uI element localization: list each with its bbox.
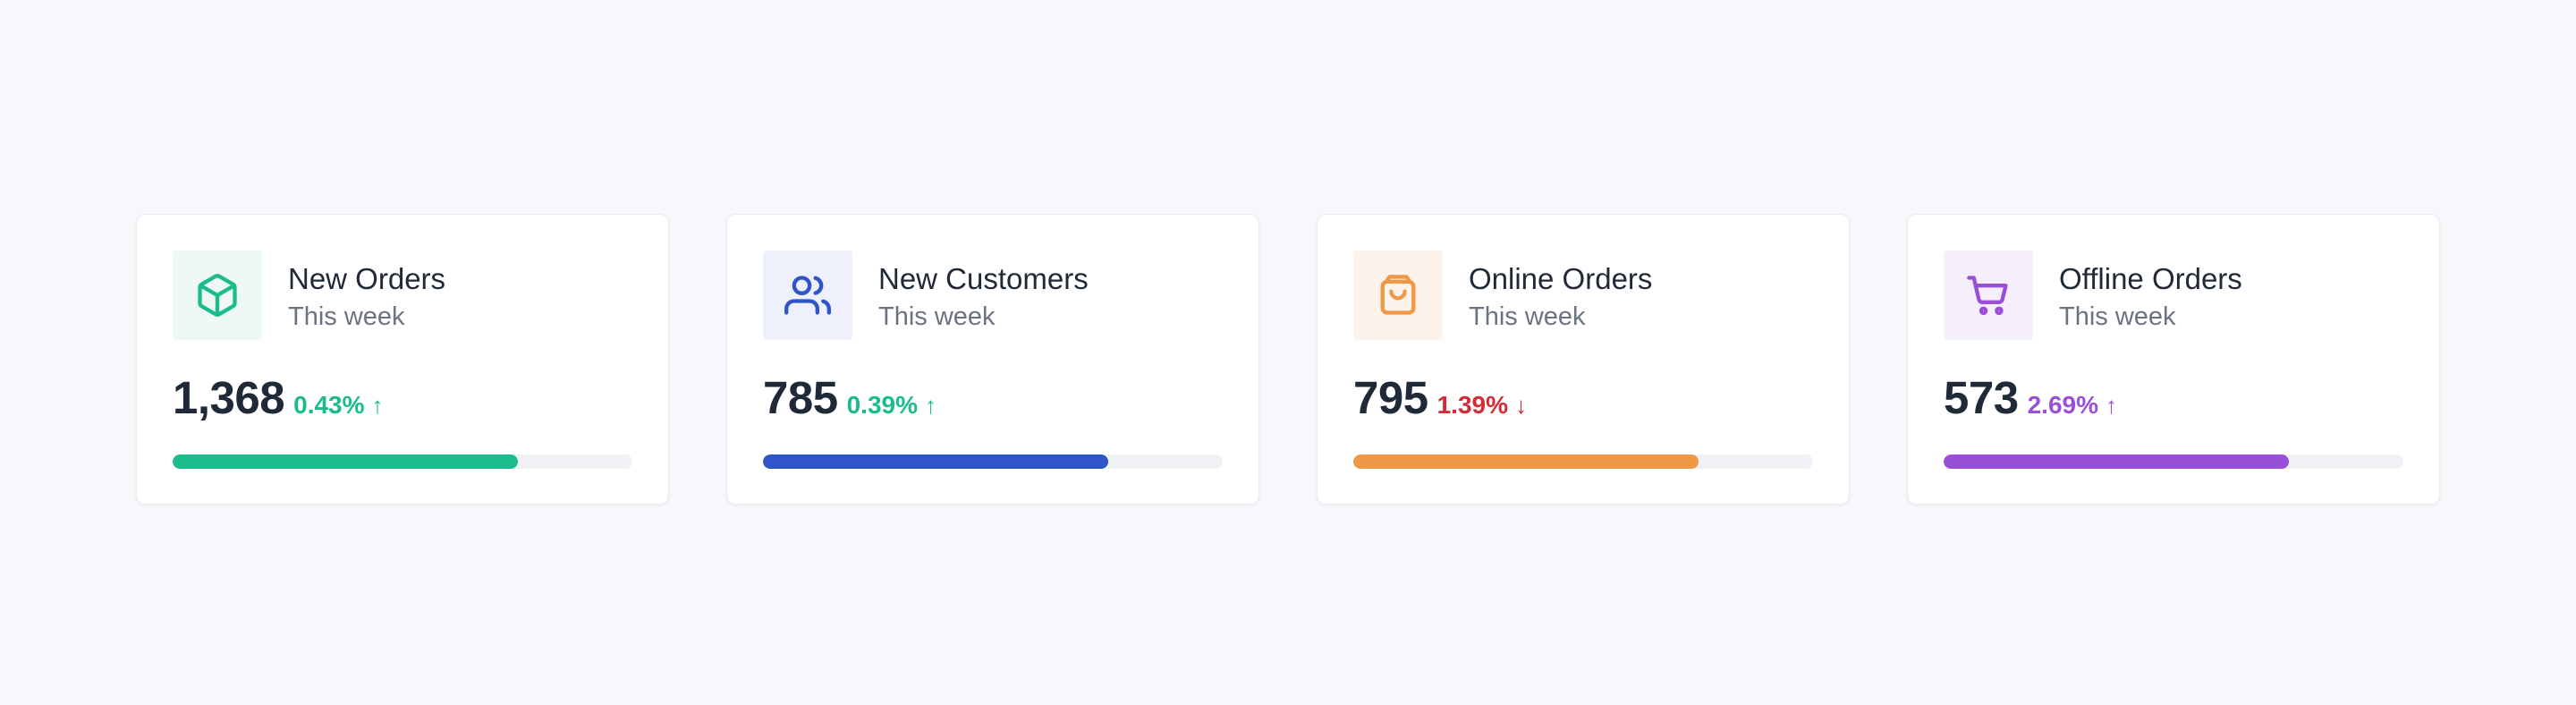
- icon-container: [173, 251, 262, 340]
- stat-card-offline-orders[interactable]: Offline Orders This week 573 2.69% ↑: [1907, 214, 2440, 505]
- arrow-up-icon: ↑: [925, 392, 936, 419]
- card-subtitle: This week: [2059, 302, 2176, 331]
- card-header: Offline Orders This week: [1944, 251, 2403, 340]
- card-header: Online Orders This week: [1353, 251, 1813, 340]
- arrow-up-icon: ↑: [371, 392, 384, 419]
- progress-bar: [1353, 454, 1813, 469]
- trend-badge: 1.39% ↓: [1437, 391, 1527, 420]
- trend-badge: 2.69% ↑: [2028, 391, 2117, 420]
- stat-card-new-customers[interactable]: New Customers This week 785 0.39% ↑: [726, 214, 1259, 505]
- stat-card-online-orders[interactable]: Online Orders This week 795 1.39% ↓: [1317, 214, 1850, 505]
- progress-bar: [763, 454, 1223, 469]
- stat-value: 573: [1944, 372, 2019, 423]
- trend-badge: 0.39% ↑: [847, 391, 936, 420]
- stat-value: 785: [763, 372, 838, 423]
- stat-value: 795: [1353, 372, 1428, 423]
- trend-percent: 0.43%: [293, 391, 365, 419]
- card-title: Online Orders: [1469, 262, 1653, 295]
- progress-bar: [1944, 454, 2403, 469]
- arrow-down-icon: ↓: [1515, 392, 1527, 419]
- card-header: New Orders This week: [173, 251, 632, 340]
- card-title: New Orders: [288, 262, 446, 295]
- card-subtitle: This week: [288, 302, 405, 331]
- stat-card-new-orders[interactable]: New Orders This week 1,368 0.43% ↑: [136, 214, 669, 505]
- progress-fill: [173, 454, 518, 469]
- arrow-up-icon: ↑: [2106, 392, 2117, 419]
- trend-percent: 0.39%: [846, 391, 918, 419]
- trend-badge: 0.43% ↑: [293, 391, 383, 420]
- card-subtitle: This week: [1469, 302, 1586, 331]
- progress-bar: [173, 454, 632, 469]
- stats-cards: New Orders This week 1,368 0.43% ↑: [136, 214, 2440, 505]
- box-icon: [198, 274, 237, 318]
- card-title: New Customers: [878, 262, 1089, 295]
- progress-fill: [1944, 454, 2289, 469]
- card-title: Offline Orders: [2059, 262, 2242, 295]
- stat-value: 1,368: [173, 372, 285, 423]
- trend-percent: 2.69%: [2027, 391, 2098, 419]
- icon-container: [1353, 251, 1443, 340]
- shopping-bag-icon: [1380, 275, 1416, 315]
- progress-fill: [763, 454, 1108, 469]
- icon-container: [1944, 251, 2033, 340]
- icon-container: [763, 251, 852, 340]
- card-header: New Customers This week: [763, 251, 1223, 340]
- shopping-cart-icon: [1967, 276, 2008, 316]
- trend-percent: 1.39%: [1436, 391, 1508, 419]
- card-subtitle: This week: [878, 302, 996, 331]
- users-icon: [784, 276, 831, 315]
- progress-fill: [1353, 454, 1699, 469]
